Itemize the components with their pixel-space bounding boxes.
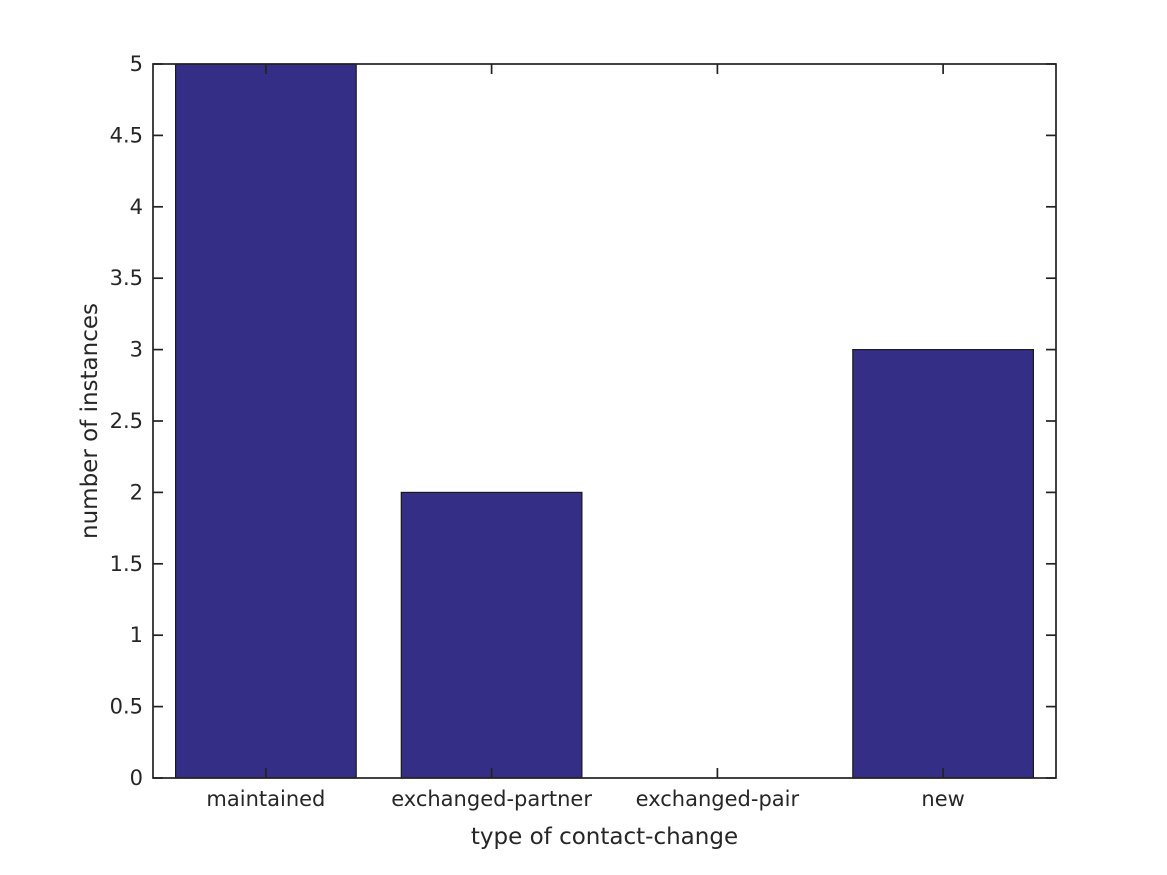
- y-tick-label: 5: [130, 52, 143, 76]
- x-tick-label: exchanged-partner: [391, 787, 592, 811]
- y-tick-label: 0.5: [110, 695, 143, 719]
- bar-exchanged-partner: [400, 491, 583, 779]
- y-tick-label: 3.5: [110, 266, 143, 290]
- x-tick-label: new: [921, 787, 964, 811]
- y-tick-label: 4: [130, 195, 143, 219]
- y-tick-label: 0: [130, 766, 143, 790]
- y-tick-label: 2: [130, 480, 143, 504]
- y-tick-label: 1.5: [110, 552, 143, 576]
- bar-maintained: [175, 63, 357, 779]
- x-tick-label: exchanged-pair: [636, 787, 800, 811]
- y-tick-label: 2.5: [110, 409, 143, 433]
- y-axis-label: number of instances: [77, 303, 104, 539]
- x-tick-label: maintained: [206, 787, 325, 811]
- bar-new: [852, 349, 1034, 779]
- y-tick-label: 1: [130, 623, 143, 647]
- y-tick-label: 3: [130, 338, 143, 362]
- y-tick-label: 4.5: [110, 123, 143, 147]
- x-axis-label: type of contact-change: [470, 824, 739, 850]
